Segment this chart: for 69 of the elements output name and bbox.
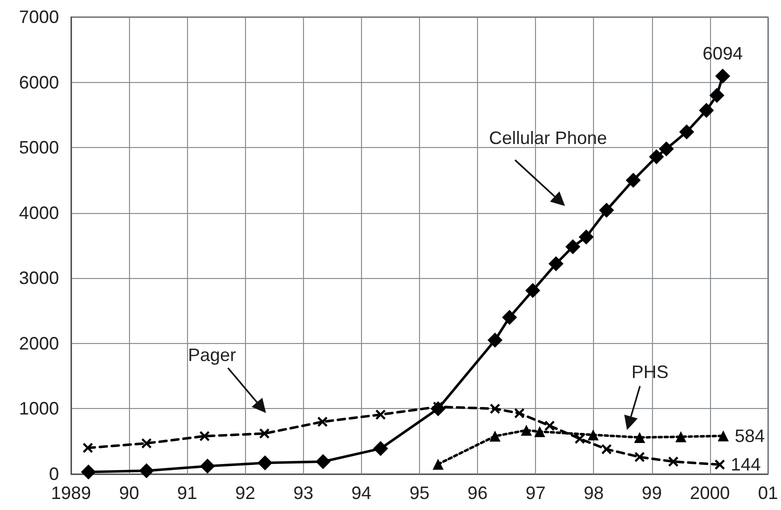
x-tick-label: 97 — [526, 483, 546, 503]
y-tick-label: 2000 — [18, 333, 59, 354]
y-tick-label: 4000 — [18, 202, 59, 223]
point — [658, 141, 674, 156]
x-tick-label: 99 — [642, 483, 662, 503]
point — [534, 426, 546, 438]
y-tick-label: 5000 — [18, 138, 59, 158]
point — [373, 441, 388, 456]
point — [574, 434, 585, 444]
point — [698, 102, 714, 118]
point — [668, 456, 678, 467]
x-tick-label: 98 — [584, 483, 604, 503]
point — [544, 420, 555, 431]
point — [715, 68, 730, 84]
point — [316, 454, 331, 470]
point — [317, 416, 328, 427]
x-tick-label: 90 — [119, 483, 140, 503]
x-tick-label: 96 — [468, 483, 488, 503]
point — [634, 452, 645, 462]
point — [432, 458, 444, 470]
point — [142, 438, 152, 448]
point — [602, 444, 612, 454]
point — [675, 431, 686, 442]
point — [548, 256, 564, 272]
point — [626, 172, 641, 188]
point — [634, 432, 646, 443]
x-tick-label: 01 — [758, 483, 778, 503]
point — [718, 430, 729, 442]
y-tick-label: 6000 — [18, 72, 59, 92]
y-tick-label: 0 — [48, 464, 59, 484]
point — [714, 460, 725, 470]
point — [502, 310, 518, 325]
point — [376, 410, 386, 420]
text: Cellular Phone — [488, 128, 608, 148]
point — [648, 149, 664, 164]
point — [588, 429, 599, 440]
point — [82, 442, 93, 453]
point — [257, 455, 272, 470]
point — [679, 124, 694, 140]
text: Pager — [188, 345, 236, 365]
x-tick-label: 94 — [351, 483, 372, 503]
x-tick-label: 91 — [177, 483, 198, 503]
point — [259, 428, 270, 439]
x-tick-label: 92 — [235, 483, 256, 503]
point — [525, 283, 540, 298]
x-tick-label: 2000 — [690, 483, 730, 503]
point — [490, 430, 500, 442]
point — [514, 408, 524, 418]
point — [80, 464, 96, 480]
y-tick-label: 7000 — [18, 7, 59, 27]
point — [599, 202, 614, 218]
point — [200, 431, 210, 442]
data-label: 6094 — [702, 44, 743, 64]
point — [488, 332, 502, 348]
y-tick-label: 1000 — [18, 398, 59, 419]
point — [709, 88, 724, 103]
point — [578, 230, 594, 245]
x-tick-label: 1989 — [50, 483, 92, 503]
text: PHS — [631, 362, 669, 382]
point — [139, 463, 154, 478]
x-tick-label: 95 — [409, 483, 430, 503]
data-label: 144 — [730, 454, 761, 475]
point — [490, 404, 500, 414]
point — [565, 239, 580, 254]
data-label: 584 — [734, 426, 765, 446]
point — [520, 424, 532, 436]
y-tick-label: 3000 — [18, 268, 59, 288]
point — [200, 458, 215, 474]
x-tick-label: 93 — [293, 483, 314, 503]
